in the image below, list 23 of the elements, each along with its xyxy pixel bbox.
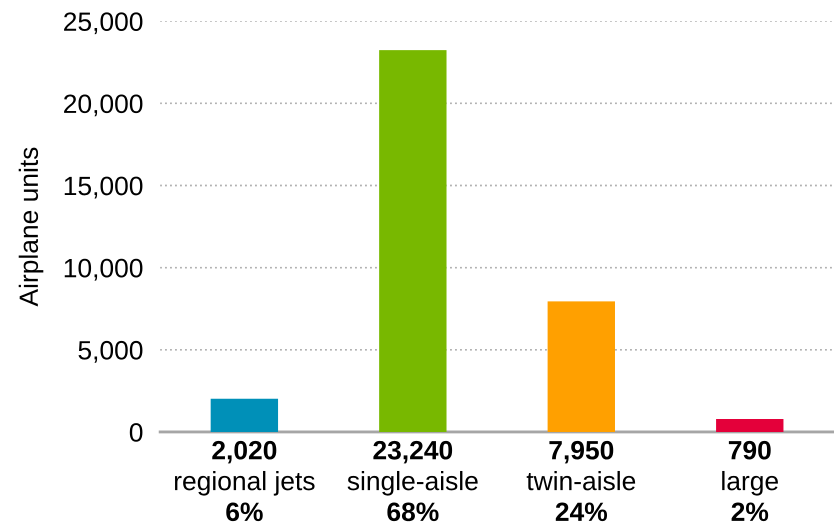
text: 6% <box>226 502 263 522</box>
bar <box>548 301 615 432</box>
data-label: 23,240 <box>373 440 452 464</box>
data-label: 2,020 <box>212 440 276 464</box>
x-tick-label: twin-aisle <box>526 470 636 490</box>
y-tick-label: 25,000 <box>64 12 142 34</box>
data-label: 7,950 <box>549 440 614 464</box>
x-tick-label: large <box>722 470 778 496</box>
y-tick-label: 10,000 <box>64 258 142 281</box>
y-tick-label: 0 <box>130 423 142 442</box>
y-axis-title: Airplane units <box>18 148 44 306</box>
y-tick-label: 20,000 <box>64 94 142 116</box>
x-tick-label: single-aisle <box>348 470 478 496</box>
bar <box>210 398 278 432</box>
text: 68% <box>387 502 439 522</box>
y-tick-label: 5,000 <box>78 340 142 363</box>
data-label: 790 <box>728 440 771 460</box>
bar <box>716 418 784 432</box>
text: 24% <box>556 502 608 522</box>
x-tick-label: regional jets <box>174 470 315 496</box>
bar <box>379 50 447 432</box>
y-tick-label: 15,000 <box>64 176 142 198</box>
text: 2% <box>732 502 768 522</box>
